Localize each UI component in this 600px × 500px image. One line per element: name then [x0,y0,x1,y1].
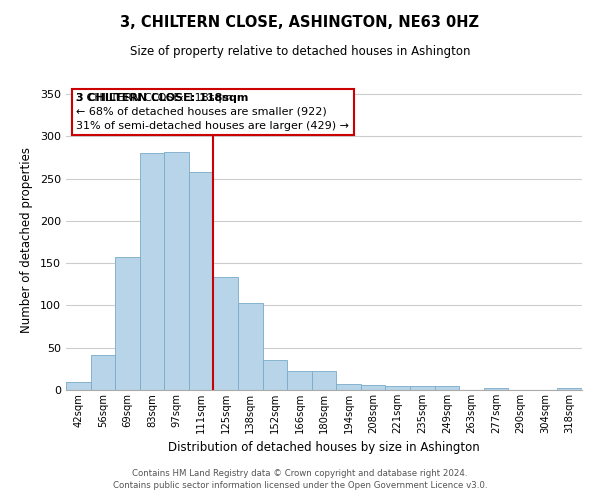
Bar [434,386,459,390]
Bar [312,370,336,390]
Bar [336,384,361,390]
Bar [164,152,189,390]
Bar [140,154,164,390]
Text: 3 CHILTERN CLOSE: 118sqm
← 68% of detached houses are smaller (922)
31% of semi-: 3 CHILTERN CLOSE: 118sqm ← 68% of detach… [76,93,349,131]
Text: 3, CHILTERN CLOSE, ASHINGTON, NE63 0HZ: 3, CHILTERN CLOSE, ASHINGTON, NE63 0HZ [121,15,479,30]
Bar [66,382,91,390]
Bar [214,277,238,390]
Bar [410,386,434,390]
Bar [287,372,312,390]
Y-axis label: Number of detached properties: Number of detached properties [20,147,33,333]
Text: Contains HM Land Registry data © Crown copyright and database right 2024.
Contai: Contains HM Land Registry data © Crown c… [113,468,487,490]
Text: 3 CHILTERN CLOSE: 118sqm: 3 CHILTERN CLOSE: 118sqm [76,93,248,103]
Bar [263,360,287,390]
Bar [91,354,115,390]
Bar [361,385,385,390]
Text: Size of property relative to detached houses in Ashington: Size of property relative to detached ho… [130,45,470,58]
Bar [557,388,582,390]
Bar [484,388,508,390]
Bar [238,303,263,390]
Bar [189,172,214,390]
Bar [385,386,410,390]
X-axis label: Distribution of detached houses by size in Ashington: Distribution of detached houses by size … [168,442,480,454]
Bar [115,258,140,390]
Text: 3 CHILTERN CLOSE: 118sqm
← 68% of detached houses are smaller (922)
31% of semi-: 3 CHILTERN CLOSE: 118sqm ← 68% of detach… [76,93,349,131]
